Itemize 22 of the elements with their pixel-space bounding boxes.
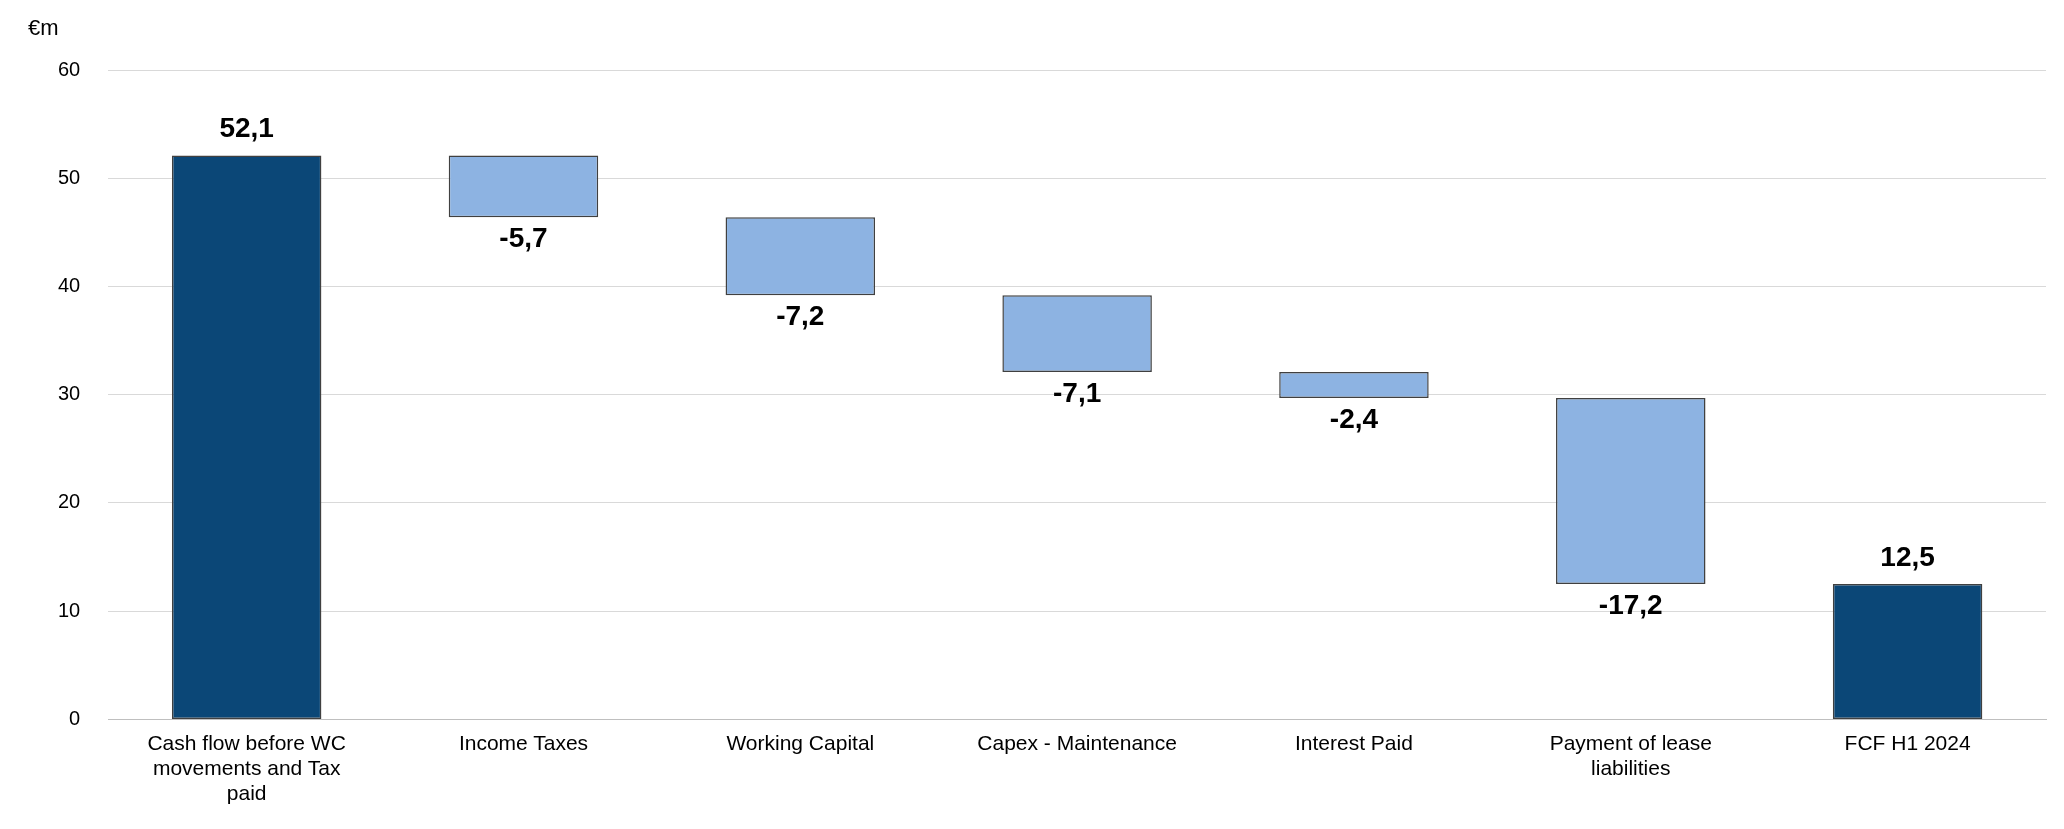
x-tick-label: Payment of lease liabilities — [1549, 730, 1712, 779]
y-axis-title: €m — [28, 15, 59, 41]
data-label: -7,1 — [1053, 376, 1102, 408]
data-label: -5,7 — [499, 221, 548, 253]
y-tick-label: 0 — [69, 706, 81, 729]
x-tick-label: Cash flow before WC movements and Tax paid — [147, 730, 346, 805]
y-tick-label: 60 — [58, 57, 81, 80]
x-tick-label: Capex - Maintenance — [977, 730, 1177, 754]
x-tick-label: FCF H1 2024 — [1844, 730, 1971, 754]
data-label: 12,5 — [1880, 540, 1935, 572]
y-tick-label: 40 — [58, 273, 81, 296]
y-tick-label: 30 — [58, 382, 81, 405]
data-label: -17,2 — [1598, 588, 1663, 620]
x-tick-label: Income Taxes — [458, 730, 589, 754]
x-tick-label: Working Capital — [726, 730, 875, 754]
y-tick-label: 50 — [58, 165, 81, 188]
data-label: 52,1 — [219, 112, 274, 144]
data-label: -2,4 — [1329, 402, 1379, 434]
x-tick-label: Interest Paid — [1294, 730, 1413, 754]
data-label: -7,2 — [776, 299, 825, 331]
y-tick-label: 20 — [58, 490, 81, 513]
y-tick-label: 10 — [58, 598, 81, 621]
